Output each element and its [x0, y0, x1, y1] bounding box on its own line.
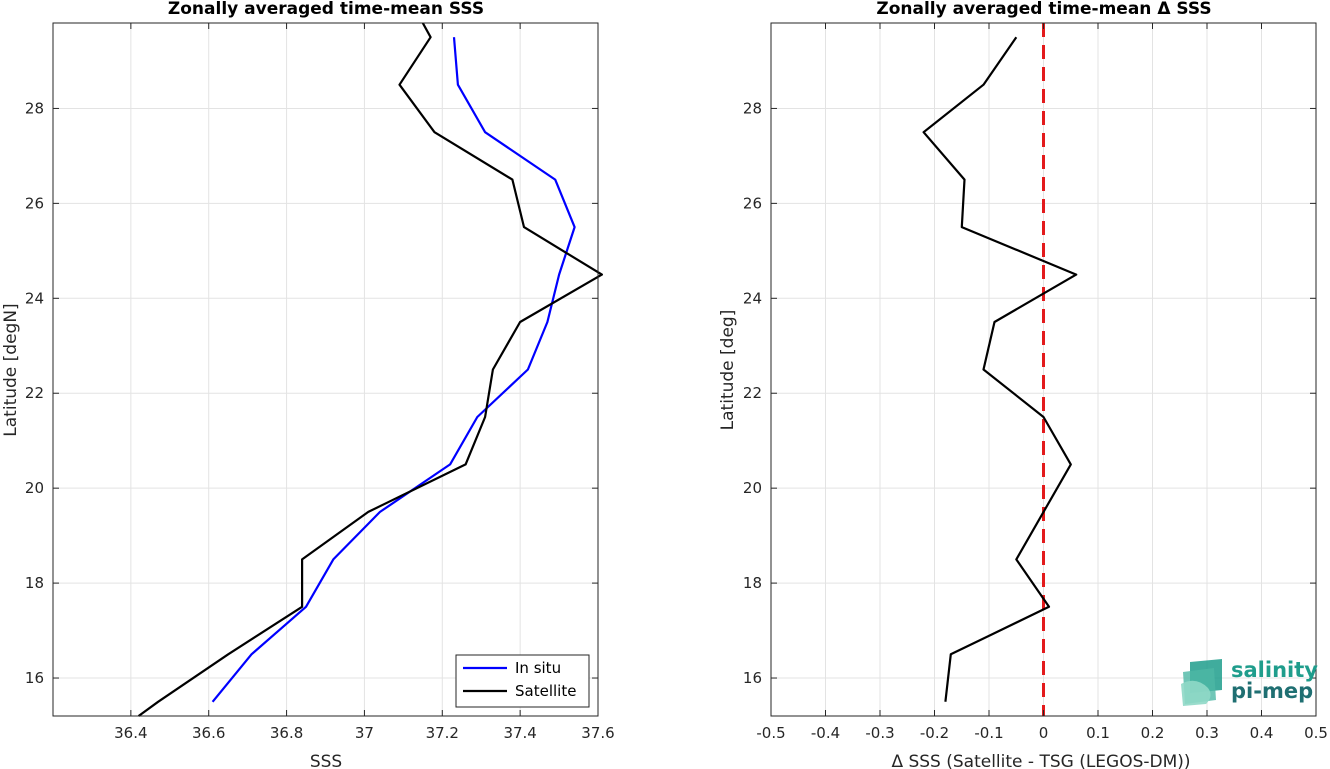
- delta-xtick-label: -0.2: [920, 724, 949, 742]
- sss-ticks: 36.4 36.6 36.8 37 37.2 37.4 37.6 16 18 20 22 24 26 28: [25, 23, 615, 742]
- delta-xtick-label: 0.1: [1086, 724, 1110, 742]
- sss-axes-box: [52, 22, 599, 717]
- delta-ytick-label: 24: [743, 289, 762, 307]
- delta-xtick-label: 0.5: [1304, 724, 1328, 742]
- delta-xtick-label: -0.3: [865, 724, 894, 742]
- logo-line1: salinity: [1231, 658, 1318, 682]
- delta-ytick-label: 22: [743, 384, 762, 402]
- delta-ytick-label: 28: [743, 99, 762, 117]
- legend: In situ Satellite: [455, 654, 590, 708]
- delta-xlabel: Δ SSS (Satellite - TSG (LEGOS-DM)): [891, 752, 1190, 769]
- delta-xtick-label: 0.2: [1141, 724, 1165, 742]
- sss-xlabel: SSS: [310, 752, 342, 769]
- sss-xtick-label: 36.6: [192, 724, 225, 742]
- delta-title: Zonally averaged time-mean Δ SSS: [876, 0, 1211, 19]
- delta-xtick-label: 0.4: [1250, 724, 1274, 742]
- delta-xtick-label: -0.4: [811, 724, 840, 742]
- sss-ytick-label: 18: [25, 574, 44, 592]
- delta-xtick-label: -0.5: [756, 724, 785, 742]
- delta-ytick-label: 26: [743, 194, 762, 212]
- sss-ytick-label: 28: [25, 99, 44, 117]
- sss-plot-area: [53, 23, 598, 716]
- sss-series: [137, 22, 604, 717]
- delta-sss-axes: -0.5 -0.4 -0.3 -0.2 -0.1 0 0.1 0.2 0.3 0.4 0.5 16 18…: [718, 0, 1328, 769]
- logo-line2: pi-mep: [1231, 679, 1313, 703]
- sss-xtick-label: 37.2: [426, 724, 459, 742]
- sss-ytick-label: 26: [25, 194, 44, 212]
- sss-axes: 36.4 36.6 36.8 37 37.2 37.4 37.6 16 18 20 22 24 26 28…: [1, 0, 615, 769]
- sss-ytick-label: 20: [25, 479, 44, 497]
- sss-series-line-in-situ: [211, 37, 576, 703]
- logo-wave-3: [1181, 680, 1211, 706]
- sss-xtick-label: 37: [355, 724, 374, 742]
- legend-satellite-label: Satellite: [515, 682, 576, 700]
- sss-ytick-label: 24: [25, 289, 44, 307]
- sss-xtick-label: 37.6: [581, 724, 614, 742]
- delta-ticks: -0.5 -0.4 -0.3 -0.2 -0.1 0 0.1 0.2 0.3 0.4 0.5 16 18…: [743, 23, 1328, 742]
- delta-ytick-label: 16: [743, 669, 762, 687]
- sss-ytick-label: 16: [25, 669, 44, 687]
- sss-xtick-label: 36.4: [114, 724, 147, 742]
- delta-ytick-label: 20: [743, 479, 762, 497]
- sss-xtick-label: 37.4: [503, 724, 536, 742]
- legend-insitu-label: In situ: [515, 659, 561, 677]
- sss-grid: [53, 23, 599, 716]
- sss-ytick-label: 22: [25, 384, 44, 402]
- sss-ylabel: Latitude [degN]: [1, 303, 21, 436]
- sss-title: Zonally averaged time-mean SSS: [168, 0, 484, 19]
- legend-box: [455, 654, 590, 708]
- delta-ytick-label: 18: [743, 574, 762, 592]
- salinity-pi-mep-logo: salinity pi-mep: [1181, 658, 1318, 706]
- delta-series-line-delta: [922, 36, 1078, 702]
- delta-series: [922, 23, 1078, 716]
- delta-xtick-label: 0.3: [1195, 724, 1219, 742]
- delta-xtick-label: -0.1: [974, 724, 1003, 742]
- sss-xtick-label: 36.8: [270, 724, 303, 742]
- sss-series-line-satellite: [137, 22, 604, 717]
- delta-ylabel: Latitude [deg]: [718, 310, 738, 431]
- delta-xtick-label: 0: [1039, 724, 1049, 742]
